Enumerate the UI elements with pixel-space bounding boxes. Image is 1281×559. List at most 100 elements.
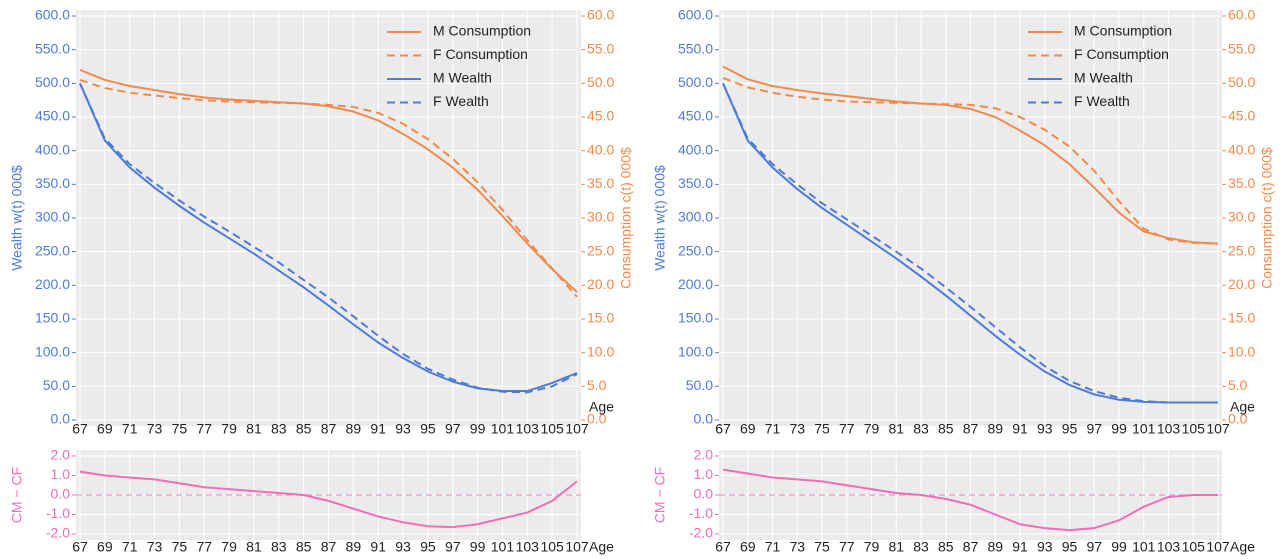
x-tick-label: 81 (246, 421, 262, 437)
legend-label: F Wealth (1074, 93, 1130, 109)
y2-tick-label: 55.0 (587, 40, 614, 56)
x-tick-label: 69 (97, 539, 113, 555)
x-tick-label: 67 (715, 539, 731, 555)
x-tick-label: 93 (395, 421, 411, 437)
series-line (79, 470, 578, 529)
y-tick-label: -1.0 (46, 505, 70, 521)
x-tick-label: 95 (420, 539, 436, 555)
y2-tick-label: 10.0 (587, 343, 614, 359)
y-tick-label: 500.0 (678, 74, 713, 90)
x-tick-label: 105 (1182, 421, 1206, 437)
x-tick-label: 79 (221, 539, 237, 555)
y2-tick-label: 50.0 (1228, 74, 1255, 90)
y-tick-label: 300.0 (678, 209, 713, 225)
x-tick-label: 79 (864, 539, 880, 555)
x-tick-label: 71 (122, 421, 138, 437)
series-line (79, 82, 578, 393)
x-axis-label: Age (589, 399, 614, 415)
y2-axis-label: Consumption c(t) 000$ (1259, 147, 1275, 289)
y-tick-label: 0.0 (694, 411, 714, 427)
x-tick-label: 103 (1157, 421, 1181, 437)
x-tick-label: 93 (395, 539, 411, 555)
y-tick-label: 50.0 (43, 377, 70, 393)
x-tick-label: 75 (814, 421, 830, 437)
series-line (79, 68, 578, 293)
y-tick-label: -2.0 (689, 525, 713, 541)
y-tick-label: 350.0 (35, 175, 70, 191)
x-tick-label: 83 (913, 539, 929, 555)
x-tick-label: 75 (814, 539, 830, 555)
y2-tick-label: 25.0 (587, 242, 614, 258)
x-tick-label: 99 (1111, 539, 1127, 555)
x-tick-label: 89 (346, 539, 362, 555)
x-tick-label: 79 (221, 421, 237, 437)
x-tick-label: 71 (765, 421, 781, 437)
x-tick-label: 87 (963, 421, 979, 437)
y-tick-label: 600.0 (678, 7, 713, 23)
y2-tick-label: 50.0 (587, 74, 614, 90)
x-tick-label: 67 (72, 539, 88, 555)
x-tick-label: 103 (516, 421, 540, 437)
y2-tick-label: 45.0 (1228, 108, 1255, 124)
y2-tick-label: 0.0 (587, 411, 607, 427)
x-tick-label: 83 (913, 421, 929, 437)
y2-tick-label: 40.0 (1228, 141, 1255, 157)
series-line (722, 82, 1218, 404)
y-tick-label: 400.0 (35, 141, 70, 157)
y2-tick-label: 30.0 (587, 209, 614, 225)
x-tick-label: 95 (1062, 539, 1078, 555)
x-tick-label: 101 (1132, 421, 1156, 437)
y2-tick-label: 20.0 (587, 276, 614, 292)
y-tick-label: 600.0 (35, 7, 70, 23)
y2-tick-label: 15.0 (587, 310, 614, 326)
y-tick-label: 0.0 (694, 486, 714, 502)
y-tick-label: 550.0 (678, 40, 713, 56)
x-tick-label: 73 (147, 539, 163, 555)
x-tick-label: 77 (839, 421, 855, 437)
x-tick-label: 67 (715, 421, 731, 437)
x-tick-label: 69 (740, 421, 756, 437)
y-tick-label: 2.0 (694, 447, 714, 463)
x-tick-label: 85 (938, 421, 954, 437)
y2-tick-label: 5.0 (1228, 377, 1248, 393)
x-tick-label: 105 (1182, 539, 1206, 555)
x-tick-label: 101 (1132, 539, 1156, 555)
y2-tick-label: 35.0 (587, 175, 614, 191)
y-tick-label: 450.0 (678, 108, 713, 124)
legend-label: M Wealth (433, 70, 492, 86)
x-tick-label: 107 (1206, 539, 1230, 555)
x-tick-label: 77 (196, 421, 212, 437)
y-tick-label: 500.0 (35, 74, 70, 90)
x-axis-label: Age (589, 539, 614, 555)
y-axis-label: Wealth w(t) 000$ (9, 165, 25, 271)
y-tick-label: -2.0 (46, 525, 70, 541)
x-tick-label: 97 (445, 421, 461, 437)
y-tick-label: 1.0 (51, 466, 71, 482)
x-tick-label: 99 (1111, 421, 1127, 437)
y2-tick-label: 0.0 (1228, 411, 1248, 427)
x-tick-label: 79 (864, 421, 880, 437)
legend-label: M Consumption (1074, 23, 1172, 39)
x-tick-label: 85 (938, 539, 954, 555)
x-tick-label: 107 (1206, 421, 1230, 437)
y-tick-label: 150.0 (35, 310, 70, 326)
x-tick-label: 97 (445, 539, 461, 555)
x-tick-label: 103 (1157, 539, 1181, 555)
y-tick-label: 350.0 (678, 175, 713, 191)
x-tick-label: 75 (172, 421, 188, 437)
y-axis-label: CM − CF (652, 467, 668, 523)
x-tick-label: 99 (470, 539, 486, 555)
y2-tick-label: 60.0 (587, 7, 614, 23)
x-tick-label: 95 (1062, 421, 1078, 437)
x-tick-label: 91 (1012, 539, 1028, 555)
x-tick-label: 97 (1086, 421, 1102, 437)
legend-label: F Consumption (433, 46, 528, 62)
x-tick-label: 87 (963, 539, 979, 555)
x-tick-label: 71 (765, 539, 781, 555)
y-tick-label: 400.0 (678, 141, 713, 157)
x-tick-label: 97 (1086, 539, 1102, 555)
x-tick-label: 81 (246, 539, 262, 555)
x-tick-label: 89 (987, 539, 1003, 555)
series-line (722, 65, 1219, 245)
x-tick-label: 91 (1012, 421, 1028, 437)
